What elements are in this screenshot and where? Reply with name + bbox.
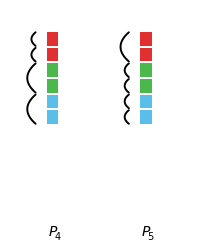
FancyBboxPatch shape	[47, 64, 58, 77]
FancyBboxPatch shape	[47, 79, 58, 92]
FancyBboxPatch shape	[47, 48, 58, 62]
FancyBboxPatch shape	[140, 110, 152, 124]
FancyBboxPatch shape	[140, 64, 152, 77]
FancyBboxPatch shape	[47, 32, 58, 46]
FancyBboxPatch shape	[140, 94, 152, 108]
FancyBboxPatch shape	[47, 94, 58, 108]
FancyBboxPatch shape	[140, 48, 152, 62]
Text: $P$: $P$	[47, 225, 58, 239]
FancyBboxPatch shape	[140, 32, 152, 46]
Text: 4: 4	[54, 232, 60, 242]
Text: 5: 5	[147, 232, 154, 242]
FancyBboxPatch shape	[140, 79, 152, 92]
FancyBboxPatch shape	[47, 110, 58, 124]
Text: $P$: $P$	[141, 225, 151, 239]
